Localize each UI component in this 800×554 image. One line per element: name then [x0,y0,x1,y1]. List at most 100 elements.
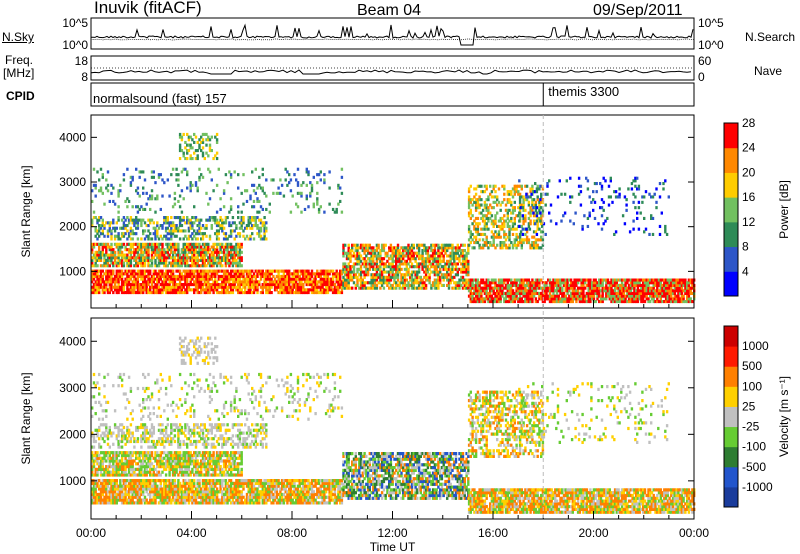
power-panel-cell [200,269,203,273]
power-panel-cell [643,216,646,220]
power-panel-cell [124,253,127,257]
power-panel-cell [573,283,576,287]
power-panel-cell [323,181,326,185]
power-panel-cell [108,256,111,260]
power-panel-cell [471,281,474,285]
power-panel-cell [480,300,483,304]
power-panel-cell [159,250,162,254]
power-panel-cell [652,289,655,293]
power-panel-cell [157,245,161,249]
power-panel-cell [492,238,495,242]
power-panel-cell [103,288,106,292]
power-panel-cell [182,245,185,249]
power-panel-cell [133,291,136,295]
power-panel-cell [91,291,94,295]
power-panel-cell [396,251,400,255]
power-panel-cell [490,278,494,282]
power-panel-cell [237,285,240,289]
power-panel-cell [444,251,447,255]
power-panel-cell [252,285,256,289]
power-panel-cell [433,259,437,263]
power-panel-cell [175,274,178,278]
power-panel-cell [233,221,236,225]
power-panel-cell [643,286,647,290]
power-panel-cell [476,230,480,234]
power-panel-cell [598,291,601,295]
power-panel-cell [182,218,185,222]
power-panel-cell [231,245,235,249]
power-panel-cell [150,197,154,201]
power-panel-cell [503,184,506,188]
power-panel-cell [136,288,140,292]
power-panel-cell [126,269,129,273]
power-panel-cell [131,274,134,278]
power-panel-cell [518,211,521,215]
power-panel-cell [129,237,133,241]
power-panel-cell [659,281,662,285]
power-panel-cell [680,300,684,304]
power-panel-cell [106,170,110,174]
power-panel-cell [426,249,430,253]
power-panel-cell [480,216,483,220]
power-panel-cell [226,258,229,262]
power-panel-cell [368,267,371,271]
power-panel-cell [159,253,162,257]
power-panel-cell [566,297,569,301]
power-panel-cell [473,235,476,239]
power-panel-cell [467,206,471,210]
power-panel-cell [314,288,317,292]
power-panel-cell [212,242,215,246]
power-panel-cell [543,291,546,295]
power-panel-cell [324,280,328,284]
power-panel-cell [186,242,189,246]
power-panel-cell [524,208,527,212]
power-panel-cell [229,224,233,228]
power-panel-cell [606,281,610,285]
power-panel-cell [177,264,180,268]
power-panel-cell [444,273,447,277]
power-panel-cell [451,278,454,282]
power-panel-cell [414,273,417,277]
power-panel-cell [454,251,458,255]
power-panel-cell [280,285,284,289]
power-panel-cell [184,253,187,257]
power-panel-cell [525,227,528,231]
power-panel-cell [226,245,229,249]
power-panel-cell [115,277,118,281]
power-panel-cell [184,234,187,238]
power-panel-cell [265,283,268,287]
power-panel-cell [119,253,122,257]
power-panel-cell [270,269,273,273]
power-panel-cell [494,195,497,199]
power-panel-cell [178,258,182,262]
power-panel-cell [205,242,208,246]
power-panel-cell [106,272,110,276]
power-panel-cell [398,270,401,274]
power-panel-cell [431,259,435,263]
power-panel-cell [212,285,215,289]
power-panel-cell [536,286,539,290]
power-panel-cell [187,248,191,252]
power-panel-cell [91,221,94,225]
power-panel-cell [435,259,438,263]
power-panel-cell [478,238,481,242]
power-panel-cell [247,288,250,292]
power-panel-cell [620,283,624,287]
power-panel-cell [217,167,220,171]
power-panel-cell [189,186,192,190]
power-panel-cell [511,294,515,298]
power-panel-cell [96,229,99,233]
power-panel-cell [559,281,562,285]
power-panel-cell [112,272,115,276]
power-panel-cell [316,181,319,185]
power-panel-cell [170,221,173,225]
power-panel-cell [184,291,187,295]
power-panel-cell [312,272,315,276]
power-panel-cell [131,178,134,182]
power-panel-cell [238,253,242,257]
power-panel-cell [585,176,588,180]
power-panel-cell [115,291,118,295]
power-panel-cell [163,253,166,257]
power-panel-cell [591,297,594,301]
power-panel-cell [187,226,191,230]
